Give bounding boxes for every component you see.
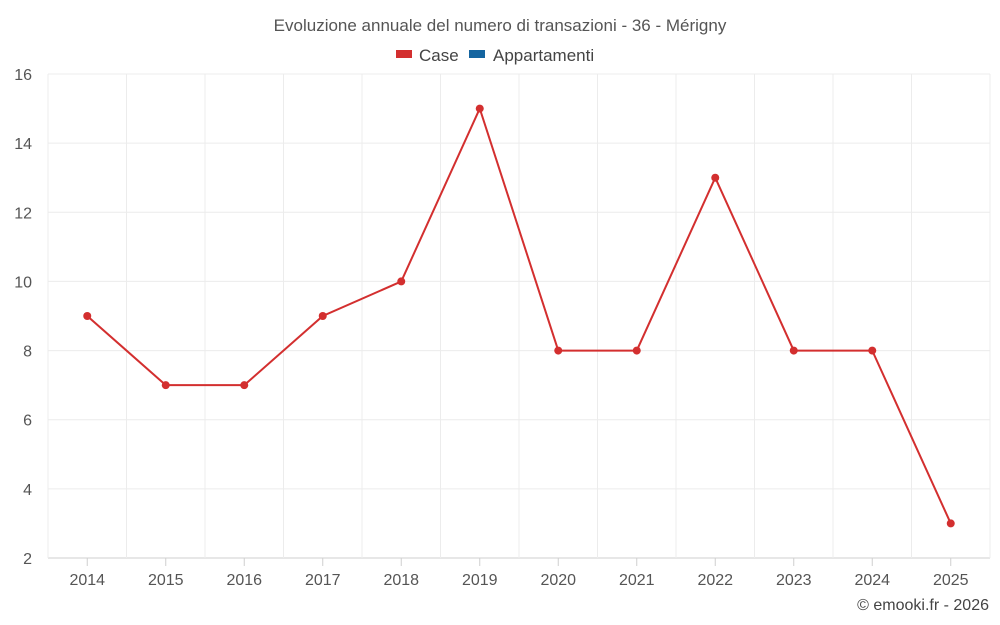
data-point[interactable] xyxy=(789,346,798,355)
data-point[interactable] xyxy=(240,381,249,390)
x-tick-label: 2020 xyxy=(540,572,576,589)
data-point[interactable] xyxy=(475,104,484,113)
y-tick-label: 14 xyxy=(14,136,32,153)
x-tick-label: 2014 xyxy=(69,572,105,589)
x-tick-label: 2015 xyxy=(148,572,184,589)
y-tick-label: 8 xyxy=(23,344,32,361)
credit-text: © emooki.fr - 2026 xyxy=(857,597,989,614)
x-tick-label: 2018 xyxy=(383,572,419,589)
legend-label-appartamenti[interactable]: Appartamenti xyxy=(493,46,594,65)
series-case xyxy=(83,104,955,528)
grid xyxy=(47,73,991,559)
x-tick-label: 2025 xyxy=(933,572,969,589)
y-tick-label: 16 xyxy=(14,67,32,84)
x-tick-label: 2017 xyxy=(305,572,341,589)
legend-swatch-case xyxy=(396,50,412,58)
legend-swatch-appartamenti xyxy=(469,50,485,58)
data-point[interactable] xyxy=(711,173,720,182)
x-tick-label: 2019 xyxy=(462,572,498,589)
data-point[interactable] xyxy=(946,519,955,528)
data-point[interactable] xyxy=(161,381,170,390)
legend-label-case[interactable]: Case xyxy=(419,46,459,65)
data-point[interactable] xyxy=(397,277,406,286)
y-tick-label: 4 xyxy=(23,482,32,499)
data-point[interactable] xyxy=(318,312,327,320)
x-tick-label: 2021 xyxy=(619,572,655,589)
data-point[interactable] xyxy=(632,346,641,355)
y-tick-label: 2 xyxy=(23,551,32,568)
series-line-case xyxy=(86,105,952,524)
axes: 2 4 6 8 10 12 14 16 2014 2015 2016 2017 2018 2019 2020… xyxy=(14,67,968,589)
x-tick-label: 2022 xyxy=(697,572,733,589)
chart-title: Evoluzione annuale del numero di transaz… xyxy=(274,16,727,35)
y-tick-label: 10 xyxy=(14,274,32,291)
legend: Case Appartamenti xyxy=(396,46,594,65)
y-tick-label: 6 xyxy=(23,413,32,430)
data-point[interactable] xyxy=(554,346,563,355)
y-tick-label: 12 xyxy=(14,205,32,222)
x-tick-label: 2016 xyxy=(226,572,262,589)
data-point[interactable] xyxy=(868,346,877,355)
data-point[interactable] xyxy=(83,312,92,320)
x-tick-label: 2024 xyxy=(854,572,890,589)
x-tick-label: 2023 xyxy=(776,572,812,589)
